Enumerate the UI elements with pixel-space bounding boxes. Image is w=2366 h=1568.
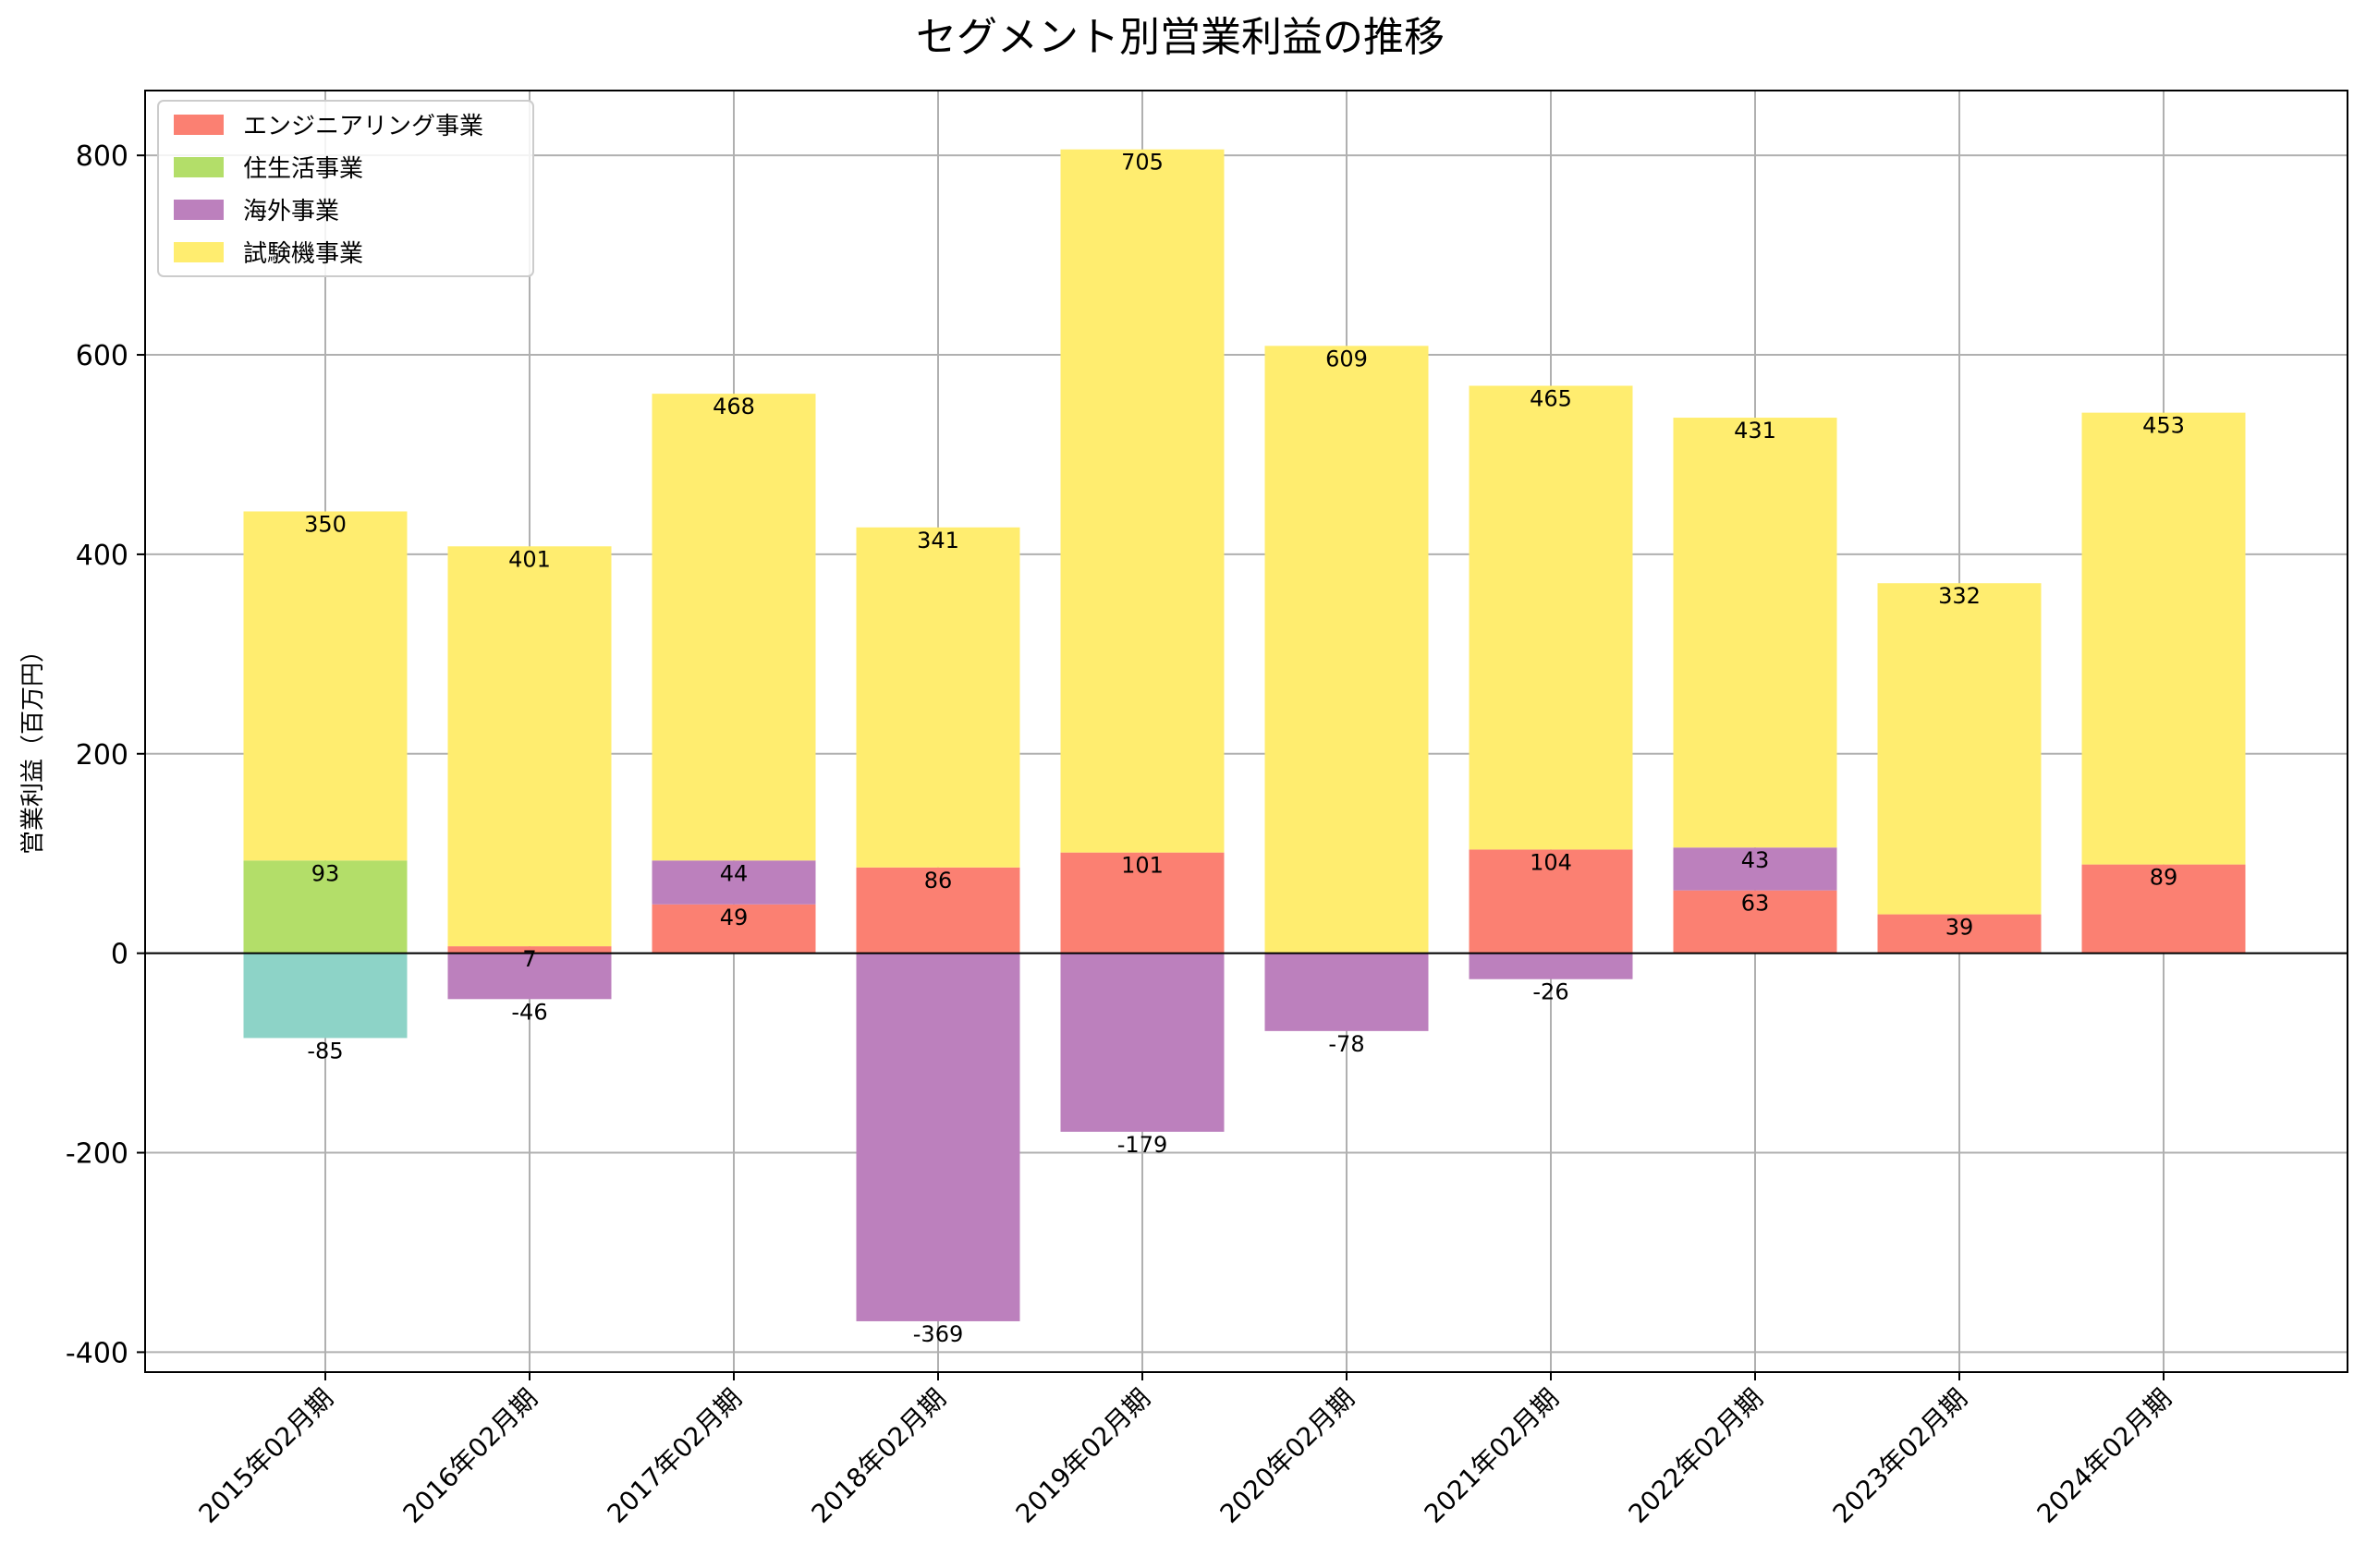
data-label: 431	[1734, 418, 1776, 444]
bar-segment	[1264, 953, 1429, 1031]
data-label: 705	[1121, 150, 1164, 176]
data-label: -26	[1532, 979, 1568, 1005]
bar-segment	[1877, 914, 2042, 954]
y-tick-label: -200	[66, 1138, 128, 1171]
bar-segment	[1673, 890, 1837, 954]
x-tick-label: 2020年02月期	[1214, 1383, 1360, 1529]
bar-segment	[856, 527, 1020, 868]
y-tick-label: 400	[76, 540, 128, 572]
x-tick-label: 2021年02月期	[1419, 1383, 1565, 1529]
legend-swatch	[174, 200, 224, 220]
plot-frame	[144, 90, 2348, 1373]
legend-label: 試験機事業	[243, 240, 363, 268]
y-tick-label: 200	[76, 739, 128, 772]
x-tick-label: 2018年02月期	[806, 1383, 952, 1529]
data-label: 63	[1741, 891, 1770, 917]
data-label: -85	[307, 1038, 343, 1064]
bar-segment	[856, 953, 1020, 1321]
data-label: 453	[2142, 413, 2185, 439]
legend-label: 海外事業	[243, 198, 339, 225]
data-label: 341	[917, 528, 959, 553]
data-label: -369	[913, 1321, 963, 1347]
data-label: 7	[522, 946, 536, 972]
data-label: 93	[311, 860, 340, 886]
data-label: 89	[2150, 865, 2178, 891]
bar-segment	[243, 860, 408, 954]
bar-segment	[447, 546, 612, 947]
data-label: -46	[511, 999, 547, 1025]
data-label: 43	[1741, 847, 1770, 873]
bar-segment	[243, 953, 408, 1039]
x-tick-label: 2016年02月期	[397, 1383, 543, 1529]
bar-segment	[652, 904, 816, 954]
legend-label: 住生活事業	[243, 155, 363, 183]
bar-segment	[652, 394, 816, 861]
y-tick-label: 600	[76, 340, 128, 372]
x-tick-label: 2024年02月期	[2031, 1383, 2177, 1529]
bar-segment	[1469, 953, 1633, 979]
data-label: 49	[720, 905, 749, 930]
data-label: 332	[1938, 583, 1981, 609]
bar-segment	[1469, 849, 1633, 954]
legend-swatch	[174, 242, 224, 262]
x-tick-label: 2022年02月期	[1623, 1383, 1769, 1529]
data-label: -78	[1328, 1031, 1364, 1057]
bar-segment	[2081, 412, 2246, 865]
data-label: 39	[1945, 915, 1974, 941]
bar-segment	[856, 867, 1020, 954]
bar-segment	[1060, 149, 1225, 853]
bar-segment	[447, 946, 612, 954]
x-tick-label: 2023年02月期	[1827, 1383, 1973, 1529]
legend-box	[157, 100, 534, 277]
bar-segment	[243, 511, 408, 861]
data-label: 101	[1121, 853, 1164, 879]
data-labels: 93 350 -85 7 -46 401 49 44 468 86 -369 341 101 -179 70…	[304, 150, 2185, 1347]
data-label: 104	[1530, 849, 1572, 875]
x-tick-label: 2015年02月期	[193, 1383, 339, 1529]
y-tick-label: 800	[76, 140, 128, 173]
bar-segment	[1673, 418, 1837, 848]
legend-label: エンジニアリング事業	[243, 113, 483, 140]
bar-segment	[1060, 953, 1225, 1132]
bar-segment	[1060, 852, 1225, 954]
chart-title: セグメント別営業利益の推移	[916, 14, 1445, 61]
bar-segment	[1673, 847, 1837, 891]
data-label: 44	[720, 860, 749, 886]
bar-segment	[1469, 385, 1633, 850]
legend-swatch	[174, 157, 224, 177]
y-tick-label: -400	[66, 1337, 128, 1369]
bar-segment	[447, 953, 612, 1000]
bar-segment	[652, 860, 816, 905]
x-tick-label: 2017年02月期	[602, 1383, 748, 1529]
bar-segment	[1877, 583, 2042, 915]
y-axis-label: 営業利益（百万円）	[19, 638, 47, 855]
data-label: -179	[1117, 1132, 1167, 1158]
bar-segment	[2081, 864, 2246, 954]
bar-segment	[1264, 346, 1429, 954]
data-label: 350	[304, 511, 347, 537]
legend-swatch	[174, 115, 224, 135]
data-label: 468	[713, 394, 755, 419]
data-label: 465	[1530, 385, 1572, 411]
data-label: 401	[508, 546, 551, 572]
data-label: 609	[1325, 346, 1368, 371]
y-tick-label: 0	[111, 939, 128, 971]
data-label: 86	[924, 868, 953, 893]
x-tick-label: 2019年02月期	[1010, 1383, 1156, 1529]
bars	[243, 149, 2246, 1321]
